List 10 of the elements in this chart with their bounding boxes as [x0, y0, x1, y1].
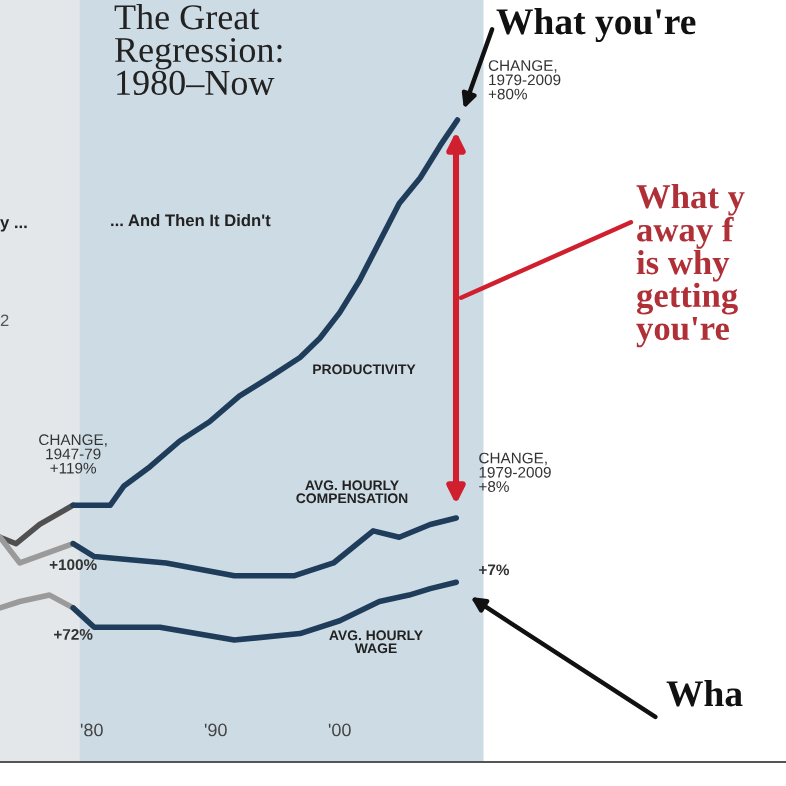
- x-tick-label: '90: [204, 723, 227, 737]
- x-tick-label: '80: [80, 723, 103, 737]
- x-tick-label: '00: [328, 723, 351, 737]
- annotation: 2: [0, 314, 9, 327]
- chart-title: The Great Regression: 1980–Now: [114, 4, 282, 96]
- annotation: Wha: [666, 680, 743, 707]
- annotation: What y away f is why getting you're: [636, 184, 745, 348]
- text: ... And Then It Didn't: [111, 214, 271, 227]
- annotation: y ...: [0, 219, 27, 232]
- text: What you're: [496, 8, 696, 43]
